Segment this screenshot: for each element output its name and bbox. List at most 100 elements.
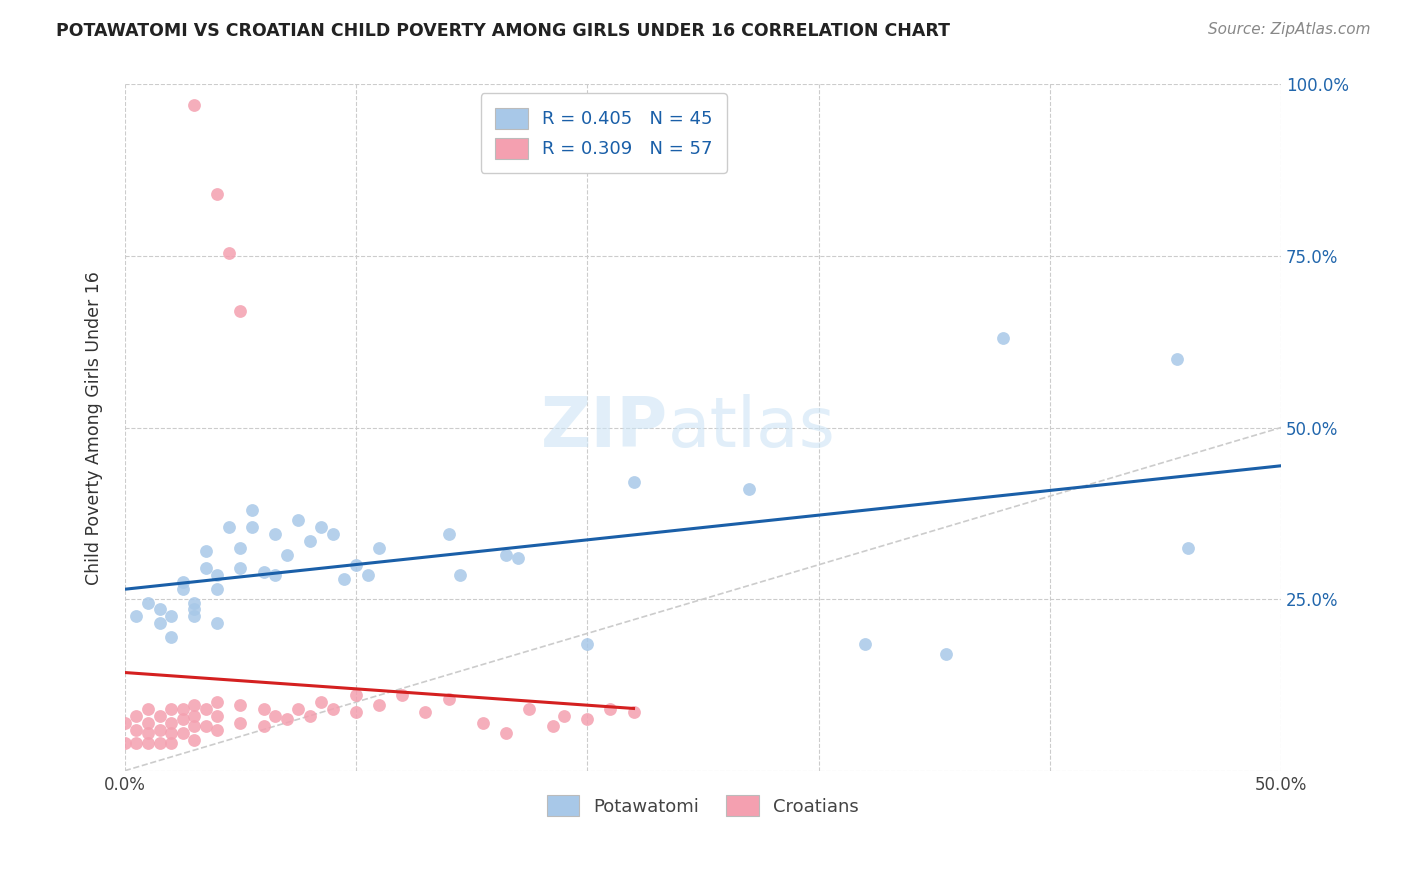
Point xyxy=(125,736,148,750)
Point xyxy=(194,719,217,733)
Point xyxy=(125,723,148,737)
Point xyxy=(207,582,229,596)
Point xyxy=(437,527,460,541)
Point xyxy=(356,568,378,582)
Point xyxy=(553,708,575,723)
Point xyxy=(148,602,170,616)
Point xyxy=(935,647,957,661)
Point xyxy=(311,695,333,709)
Point xyxy=(136,736,159,750)
Point xyxy=(136,715,159,730)
Point xyxy=(472,715,495,730)
Point xyxy=(287,513,309,527)
Point xyxy=(194,544,217,558)
Point xyxy=(160,715,183,730)
Point xyxy=(229,715,252,730)
Point xyxy=(229,541,252,555)
Point xyxy=(240,520,263,534)
Point xyxy=(172,582,194,596)
Point xyxy=(495,726,517,740)
Point xyxy=(252,719,274,733)
Point xyxy=(298,708,321,723)
Point xyxy=(519,702,541,716)
Point xyxy=(1177,541,1199,555)
Text: ZIP: ZIP xyxy=(541,394,668,461)
Point xyxy=(623,706,645,720)
Point xyxy=(264,527,287,541)
Point xyxy=(738,483,761,497)
Point xyxy=(287,702,309,716)
Point xyxy=(172,702,194,716)
Point xyxy=(322,527,344,541)
Point xyxy=(576,712,599,726)
Point xyxy=(160,609,183,624)
Point xyxy=(183,602,205,616)
Point xyxy=(252,702,274,716)
Point xyxy=(160,702,183,716)
Point xyxy=(276,548,298,562)
Point xyxy=(541,719,564,733)
Point xyxy=(183,596,205,610)
Point xyxy=(322,702,344,716)
Point xyxy=(194,561,217,575)
Point xyxy=(506,551,529,566)
Point xyxy=(449,568,471,582)
Point xyxy=(1166,351,1188,366)
Point xyxy=(311,520,333,534)
Point xyxy=(207,187,229,202)
Point xyxy=(344,706,367,720)
Point xyxy=(172,712,194,726)
Point xyxy=(183,98,205,112)
Point xyxy=(172,574,194,589)
Point xyxy=(160,726,183,740)
Point xyxy=(218,520,240,534)
Point xyxy=(207,616,229,631)
Point xyxy=(207,708,229,723)
Point xyxy=(172,726,194,740)
Point xyxy=(207,695,229,709)
Point xyxy=(495,548,517,562)
Point xyxy=(136,702,159,716)
Point xyxy=(183,609,205,624)
Point xyxy=(183,698,205,713)
Point xyxy=(229,304,252,318)
Point xyxy=(148,708,170,723)
Point xyxy=(333,572,356,586)
Point xyxy=(114,736,136,750)
Point xyxy=(207,723,229,737)
Y-axis label: Child Poverty Among Girls Under 16: Child Poverty Among Girls Under 16 xyxy=(86,270,103,584)
Point xyxy=(183,708,205,723)
Point xyxy=(437,691,460,706)
Point xyxy=(276,712,298,726)
Point xyxy=(229,698,252,713)
Point xyxy=(344,688,367,702)
Legend: Potawatomi, Croatians: Potawatomi, Croatians xyxy=(540,789,866,823)
Point xyxy=(415,706,437,720)
Point xyxy=(993,331,1015,345)
Point xyxy=(183,719,205,733)
Point xyxy=(125,708,148,723)
Point xyxy=(148,616,170,631)
Point xyxy=(368,698,391,713)
Point xyxy=(240,503,263,517)
Point xyxy=(264,708,287,723)
Text: POTAWATOMI VS CROATIAN CHILD POVERTY AMONG GIRLS UNDER 16 CORRELATION CHART: POTAWATOMI VS CROATIAN CHILD POVERTY AMO… xyxy=(56,22,950,40)
Text: atlas: atlas xyxy=(668,394,837,461)
Point xyxy=(298,533,321,548)
Point xyxy=(194,702,217,716)
Point xyxy=(148,736,170,750)
Text: Source: ZipAtlas.com: Source: ZipAtlas.com xyxy=(1208,22,1371,37)
Point xyxy=(391,688,413,702)
Point xyxy=(207,568,229,582)
Point xyxy=(623,475,645,490)
Point xyxy=(148,723,170,737)
Point xyxy=(160,736,183,750)
Point xyxy=(368,541,391,555)
Point xyxy=(136,726,159,740)
Point xyxy=(136,596,159,610)
Point xyxy=(160,630,183,644)
Point xyxy=(853,637,876,651)
Point xyxy=(264,568,287,582)
Point xyxy=(344,558,367,572)
Point xyxy=(576,637,599,651)
